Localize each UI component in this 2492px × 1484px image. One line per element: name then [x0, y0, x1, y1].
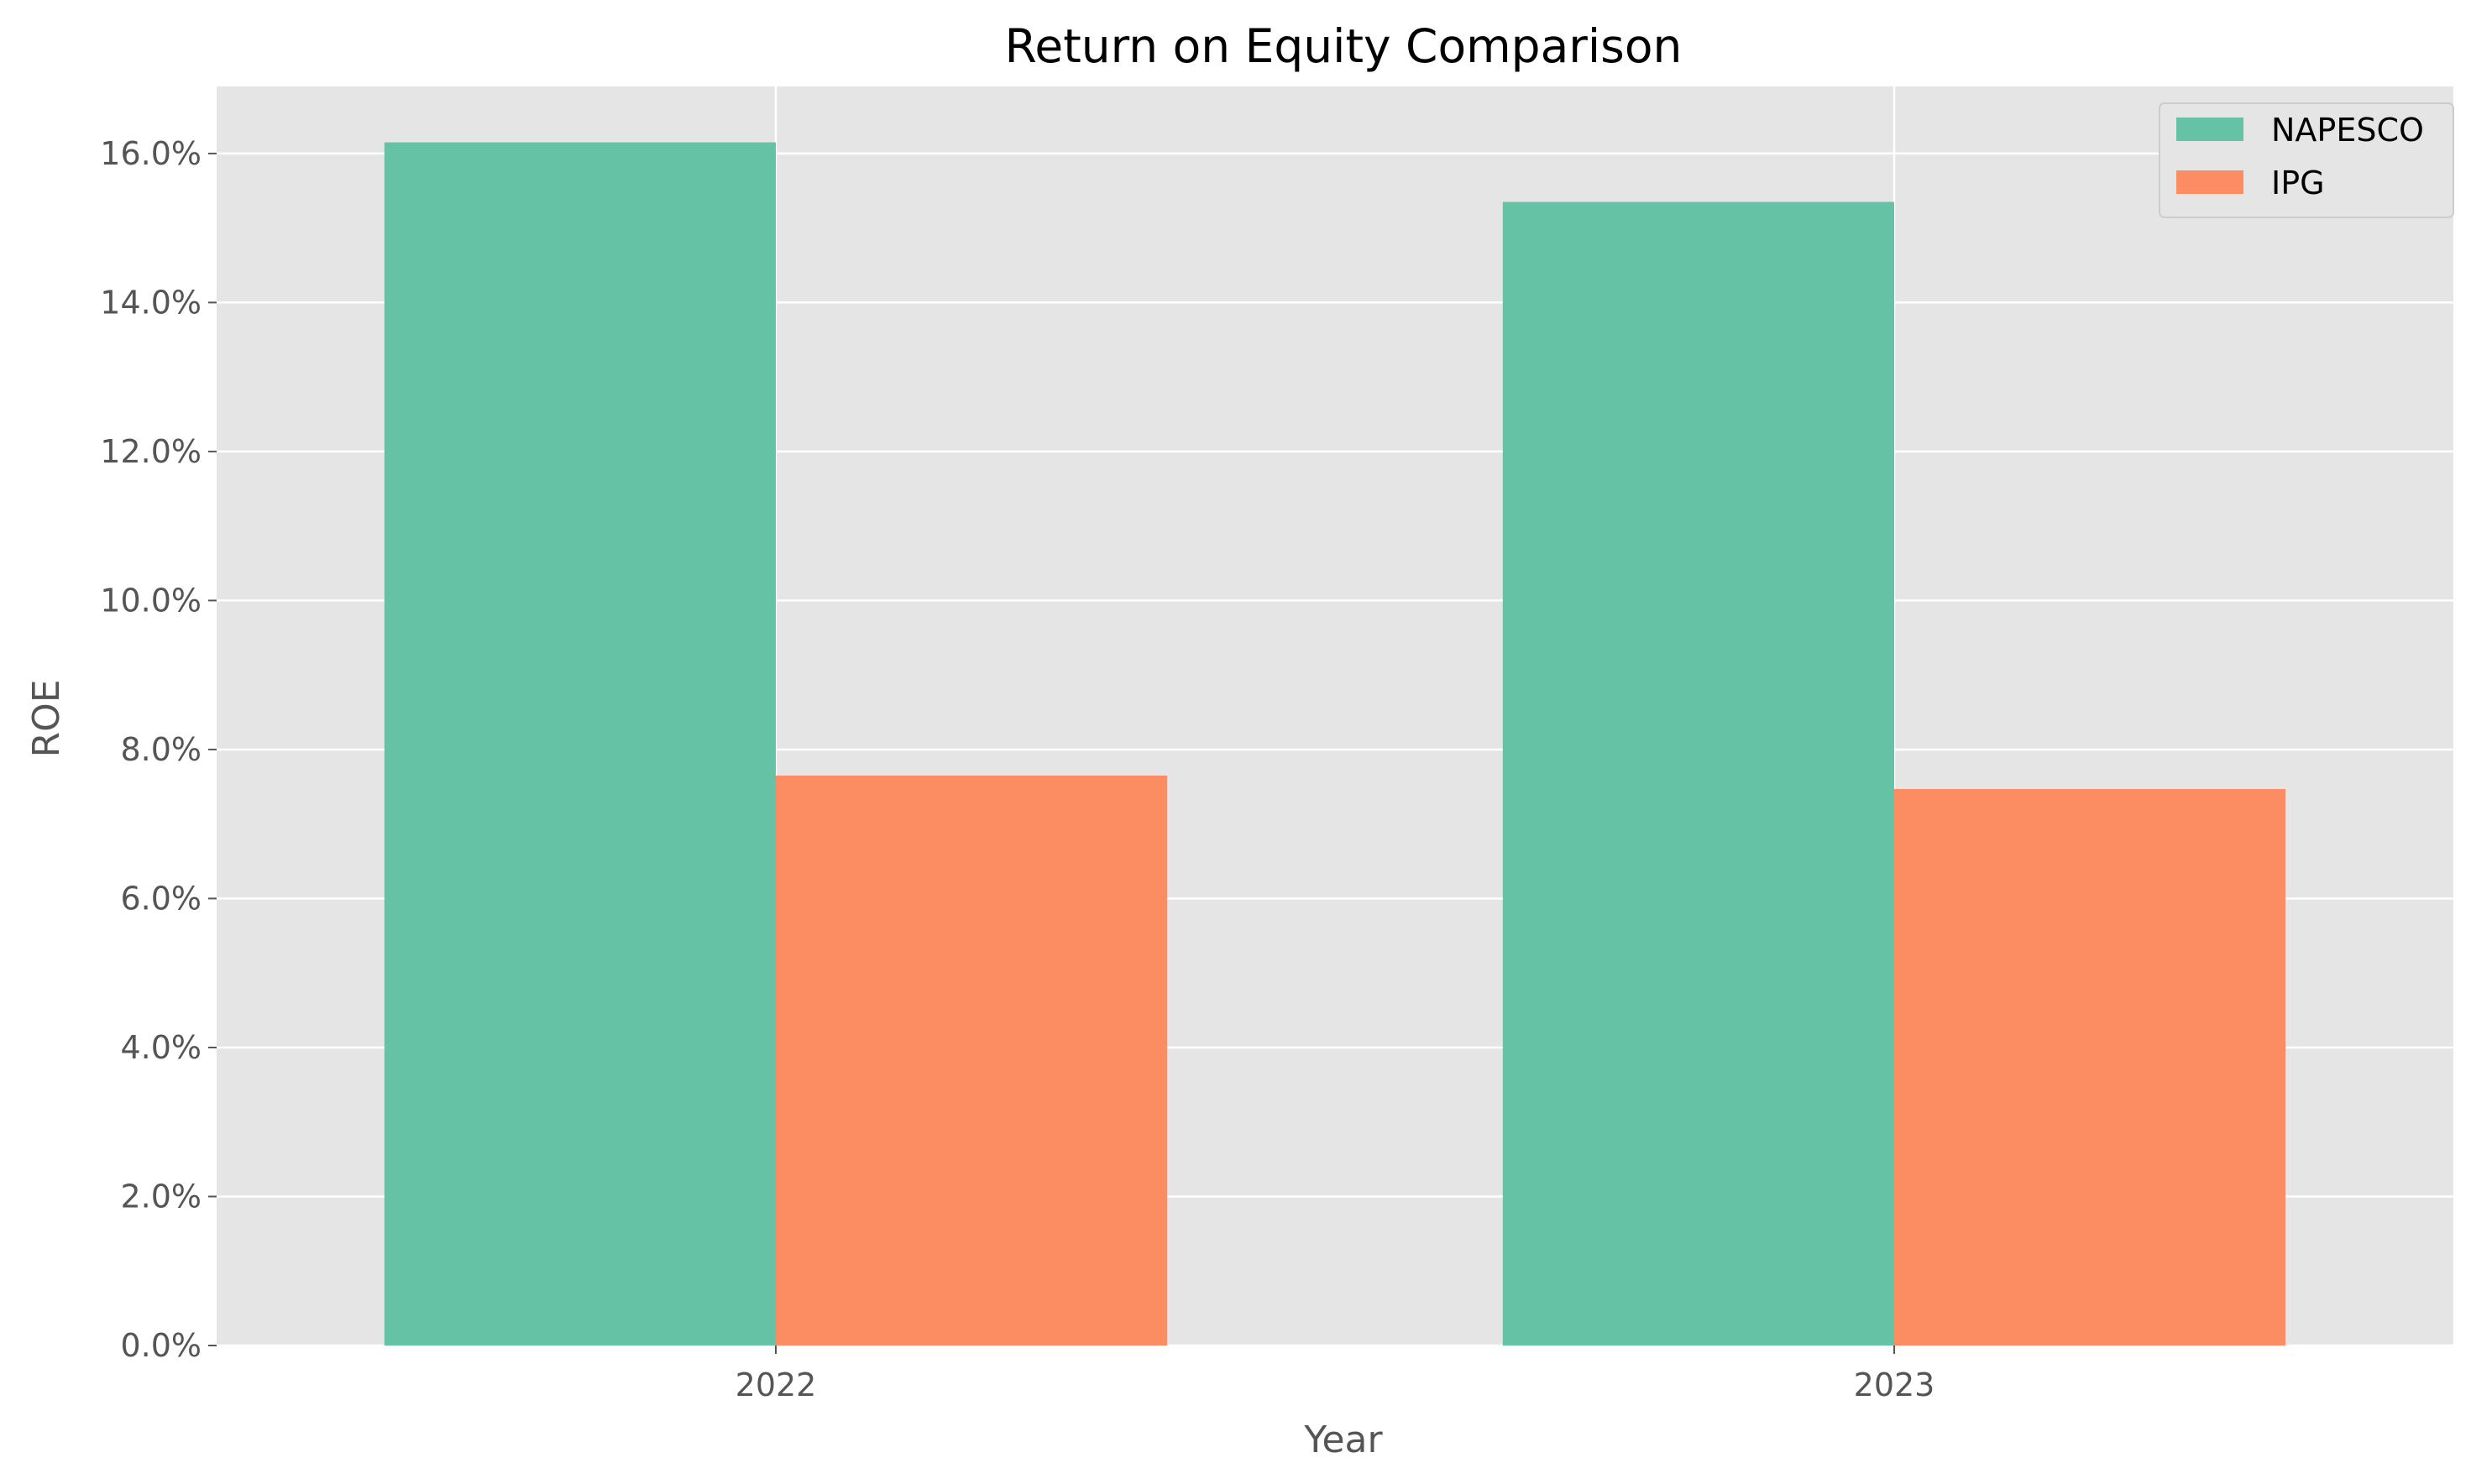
x-tick-label: 2022: [736, 1366, 817, 1403]
legend-swatch-ipg: [2176, 170, 2243, 194]
legend-label-ipg: IPG: [2271, 165, 2325, 201]
bar-ipg-2022: [776, 776, 1168, 1346]
y-axis-ticks: 0.0% 2.0% 4.0% 6.0% 8.0% 10.0% 12.0% 14.0% 16.0%: [100, 135, 217, 1364]
y-tick-label: 10.0%: [100, 582, 202, 619]
x-axis-ticks: 2022 2023: [736, 1346, 1935, 1403]
x-tick-label: 2023: [1854, 1366, 1935, 1403]
y-tick-label: 16.0%: [100, 135, 202, 172]
y-tick-label: 8.0%: [120, 731, 202, 768]
legend-label-napesco: NAPESCO: [2271, 112, 2424, 149]
y-tick-label: 4.0%: [120, 1029, 202, 1066]
y-tick-label: 6.0%: [120, 880, 202, 917]
y-tick-label: 12.0%: [100, 433, 202, 470]
x-axis-label: Year: [1303, 1419, 1383, 1461]
y-axis-label: ROE: [25, 679, 68, 757]
y-tick-label: 14.0%: [100, 284, 202, 321]
bars: [384, 142, 2286, 1346]
legend: NAPESCO IPG: [2159, 102, 2454, 218]
legend-swatch-napesco: [2176, 118, 2243, 141]
chart-title: Return on Equity Comparison: [1005, 19, 1683, 73]
bar-napesco-2023: [1502, 201, 1894, 1346]
y-tick-label: 2.0%: [120, 1178, 202, 1215]
bar-napesco-2022: [384, 142, 776, 1346]
bar-ipg-2023: [1894, 788, 2286, 1346]
y-tick-label: 0.0%: [120, 1327, 202, 1364]
